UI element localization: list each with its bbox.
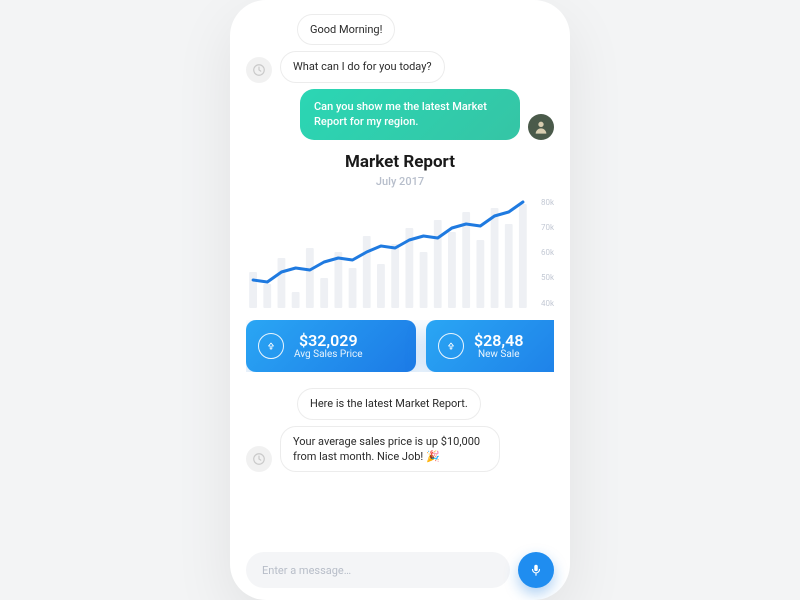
- phone-frame: Good Morning! What can I do for you toda…: [230, 0, 570, 600]
- bot-avatar-icon: [246, 57, 272, 83]
- bot-message: Good Morning!: [246, 14, 554, 45]
- y-tick: 60k: [541, 248, 554, 257]
- bot-message: Your average sales price is up $10,000 f…: [246, 426, 554, 473]
- report-title: Market Report: [246, 152, 554, 172]
- kpi-row: $32,029 Avg Sales Price $28,48 New Sale: [246, 320, 554, 373]
- chart-y-axis: 80k 70k 60k 50k 40k: [541, 198, 554, 308]
- mic-button[interactable]: [518, 552, 554, 588]
- kpi-value: $32,029: [294, 332, 363, 350]
- y-tick: 70k: [541, 223, 554, 232]
- report-card: Market Report July 2017 80k 70k 60k 50k …: [246, 152, 554, 373]
- kpi-card-avg-sales[interactable]: $32,029 Avg Sales Price: [246, 320, 416, 373]
- message-input-placeholder: Enter a message…: [262, 564, 351, 577]
- user-avatar: [528, 114, 554, 140]
- y-tick: 40k: [541, 299, 554, 308]
- kpi-value: $28,48: [474, 332, 523, 350]
- bot-message: Here is the latest Market Report.: [246, 388, 554, 419]
- message-bubble: Here is the latest Market Report.: [297, 388, 481, 419]
- kpi-card-new-sale[interactable]: $28,48 New Sale: [426, 320, 554, 373]
- y-tick: 80k: [541, 198, 554, 207]
- message-input[interactable]: Enter a message…: [246, 552, 510, 588]
- bot-message: What can I do for you today?: [246, 51, 554, 82]
- report-subtitle: July 2017: [246, 175, 554, 188]
- kpi-label: Avg Sales Price: [294, 349, 363, 360]
- message-bubble: Good Morning!: [297, 14, 395, 45]
- chat-scroll: Good Morning! What can I do for you toda…: [246, 14, 554, 542]
- trend-up-icon: [258, 333, 284, 359]
- message-bubble: Your average sales price is up $10,000 f…: [280, 426, 500, 473]
- kpi-label: New Sale: [474, 349, 523, 360]
- user-message: Can you show me the latest Market Report…: [246, 89, 554, 140]
- message-bubble: Can you show me the latest Market Report…: [300, 89, 520, 140]
- message-bubble: What can I do for you today?: [280, 51, 445, 82]
- report-chart: 80k 70k 60k 50k 40k: [246, 198, 554, 308]
- y-tick: 50k: [541, 273, 554, 282]
- trend-up-icon: [438, 333, 464, 359]
- bot-avatar-icon: [246, 446, 272, 472]
- composer: Enter a message…: [246, 552, 554, 588]
